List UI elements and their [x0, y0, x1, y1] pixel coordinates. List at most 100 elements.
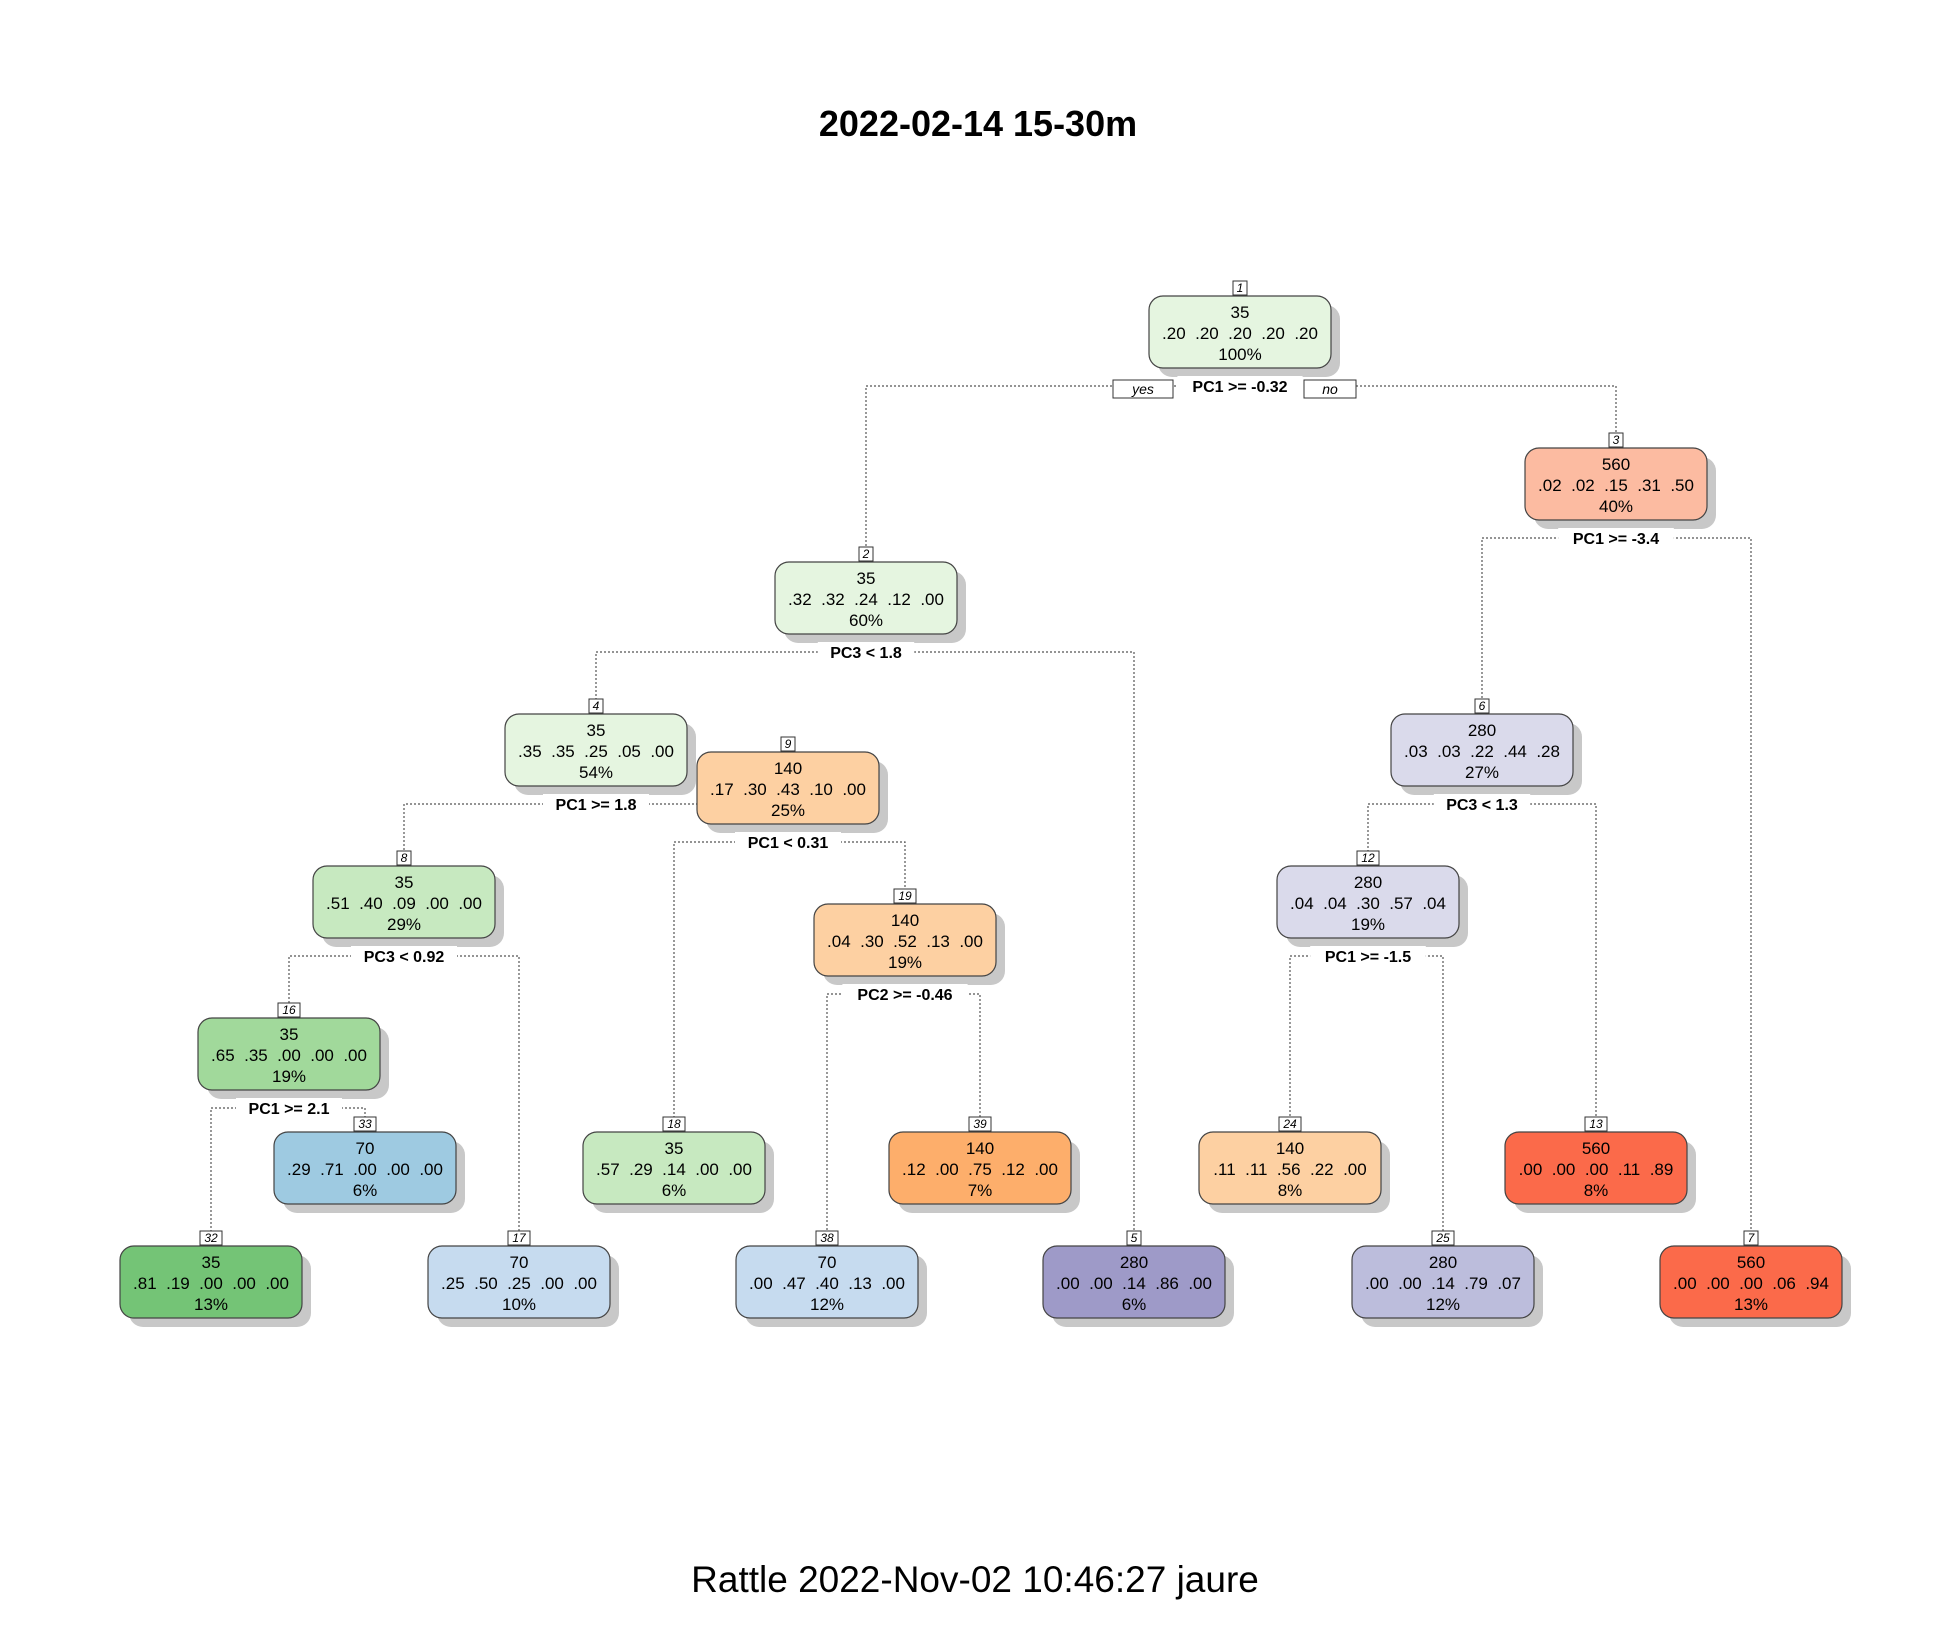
node-box: [1276, 865, 1460, 939]
tree-node-8: 8 35 .51 .40 .09 .00 .00 29%: [312, 850, 504, 947]
tree-node-39: 39 140 .12 .00 .75 .12 .00 7%: [888, 1116, 1080, 1213]
edge-1-3: [1240, 385, 1617, 438]
node-class: 280: [1429, 1253, 1457, 1272]
split-label-3: PC1 >= -3.4: [1558, 528, 1674, 548]
yes-label: yes: [1131, 381, 1154, 397]
node-percent: 29%: [387, 915, 421, 934]
edge-3-7: [1616, 537, 1752, 1236]
node-number: 38: [820, 1231, 834, 1245]
node-number: 5: [1131, 1231, 1138, 1245]
tree-node-32: 32 35 .81 .19 .00 .00 .00 13%: [119, 1230, 311, 1327]
node-number: 8: [401, 851, 408, 865]
node-probabilities: .20 .20 .20 .20 .20: [1162, 324, 1318, 343]
split-label-19: PC2 >= -0.46: [842, 984, 968, 1004]
node-box: [1042, 1245, 1226, 1319]
node-percent: 6%: [353, 1181, 378, 1200]
split-label-bg: [351, 946, 457, 966]
node-box: [1148, 295, 1332, 369]
node-percent: 54%: [579, 763, 613, 782]
node-probabilities: .04 .04 .30 .57 .04: [1290, 894, 1446, 913]
node-class: 70: [356, 1139, 375, 1158]
node-number-box: [353, 1116, 377, 1132]
node-box: [696, 751, 880, 825]
node-class: 140: [1276, 1139, 1304, 1158]
edge-3-6: [1481, 537, 1616, 704]
node-probabilities: .51 .40 .09 .00 .00: [326, 894, 482, 913]
node-number-box: [815, 1230, 839, 1246]
split-label-bg: [1558, 528, 1674, 548]
split-label-bg: [1310, 946, 1426, 966]
node-percent: 10%: [502, 1295, 536, 1314]
node-probabilities: .04 .30 .52 .13 .00: [827, 932, 983, 951]
node-class: 70: [510, 1253, 529, 1272]
split-condition: PC3 < 0.92: [364, 949, 445, 966]
node-number-box: [588, 698, 604, 714]
node-number: 18: [667, 1117, 681, 1131]
node-number-box: [396, 850, 412, 866]
node-box: [888, 1131, 1072, 1205]
node-class: 560: [1737, 1253, 1765, 1272]
node-number-box: [1278, 1116, 1302, 1132]
node-percent: 19%: [272, 1067, 306, 1086]
split-condition: PC1 < 0.31: [748, 835, 829, 852]
node-percent: 8%: [1584, 1181, 1609, 1200]
node-box: [774, 561, 958, 635]
split-label-8: PC3 < 0.92: [351, 946, 457, 966]
node-number: 19: [898, 889, 912, 903]
split-label-bg: [543, 794, 649, 814]
node-number: 33: [358, 1117, 372, 1131]
node-number: 4: [593, 699, 600, 713]
node-class: 140: [891, 911, 919, 930]
split-label-bg: [1177, 376, 1303, 396]
diagram-footer: Rattle 2022-Nov-02 10:46:27 jaure: [691, 1559, 1259, 1600]
node-number: 12: [1361, 851, 1375, 865]
edge-9-18: [673, 841, 788, 1122]
node-box: [119, 1245, 303, 1319]
split-condition: PC2 >= -0.46: [857, 987, 952, 1004]
node-box: [1659, 1245, 1843, 1319]
split-labels: PC1 >= -0.32 PC3 < 1.8 PC1 >= -3.4 PC1 >= 1…: [236, 376, 1674, 1118]
node-number-box: [277, 1002, 301, 1018]
node-class: 35: [280, 1025, 299, 1044]
split-condition: PC1 >= 1.8: [556, 797, 637, 814]
diagram-title: 2022-02-14 15-30m: [819, 103, 1137, 144]
node-percent: 19%: [1351, 915, 1385, 934]
node-number: 24: [1282, 1117, 1297, 1131]
node-percent: 7%: [968, 1181, 993, 1200]
node-number-box: [1474, 698, 1490, 714]
split-condition: PC3 < 1.3: [1446, 797, 1518, 814]
node-class: 35: [395, 873, 414, 892]
tree-node-7: 7 560 .00 .00 .00 .06 .94 13%: [1659, 1230, 1851, 1327]
node-percent: 19%: [888, 953, 922, 972]
edge-2-5: [866, 651, 1135, 1236]
node-box: [1524, 447, 1708, 521]
split-label-2: PC3 < 1.8: [817, 642, 915, 662]
node-probabilities: .17 .30 .43 .10 .00: [710, 780, 866, 799]
split-label-16: PC1 >= 2.1: [236, 1098, 342, 1118]
node-number-box: [1608, 432, 1624, 448]
tree-node-19: 19 140 .04 .30 .52 .13 .00 19%: [813, 888, 1005, 985]
split-label-bg: [1433, 794, 1531, 814]
tree-node-9: 9 140 .17 .30 .43 .10 .00 25%: [696, 736, 888, 833]
node-class: 140: [966, 1139, 994, 1158]
node-probabilities: .00 .00 .14 .79 .07: [1365, 1274, 1521, 1293]
node-class: 35: [1231, 303, 1250, 322]
node-probabilities: .02 .02 .15 .31 .50: [1538, 476, 1694, 495]
split-condition: PC1 >= -0.32: [1192, 379, 1287, 396]
node-percent: 8%: [1278, 1181, 1303, 1200]
node-box: [1504, 1131, 1688, 1205]
split-label-bg: [817, 642, 915, 662]
no-label: no: [1322, 381, 1338, 397]
node-number: 6: [1479, 699, 1486, 713]
node-number-box: [1356, 850, 1380, 866]
node-box: [273, 1131, 457, 1205]
node-class: 560: [1602, 455, 1630, 474]
node-number: 32: [204, 1231, 218, 1245]
node-number-box: [662, 1116, 686, 1132]
split-label-9: PC1 < 0.31: [735, 832, 841, 852]
node-number: 3: [1613, 433, 1620, 447]
split-label-bg: [842, 984, 968, 1004]
node-probabilities: .12 .00 .75 .12 .00: [902, 1160, 1058, 1179]
node-class: 35: [665, 1139, 684, 1158]
node-box: [582, 1131, 766, 1205]
